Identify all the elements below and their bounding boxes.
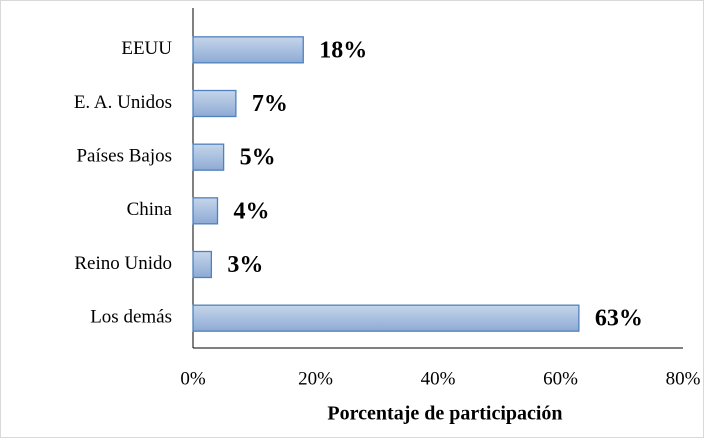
y-tick-label: Países Bajos	[76, 146, 172, 167]
x-tick-label: 20%	[298, 368, 333, 389]
bar	[192, 143, 225, 171]
data-label: 5%	[240, 145, 276, 171]
x-tick-label: 60%	[543, 368, 578, 389]
bar	[192, 197, 219, 225]
y-tick-label: E. A. Unidos	[74, 92, 172, 113]
y-tick-label: Reino Unido	[74, 253, 172, 274]
data-label: 18%	[319, 37, 367, 63]
x-axis-title: Porcentaje de participación	[327, 403, 562, 425]
x-tick-label: 80%	[666, 368, 701, 389]
data-label: 4%	[234, 198, 270, 224]
bar	[192, 89, 237, 118]
data-label: 7%	[252, 91, 288, 117]
bar	[192, 304, 580, 332]
x-tick-label: 0%	[180, 368, 206, 389]
x-tick-label: 40%	[421, 368, 456, 389]
data-label: 3%	[227, 252, 263, 278]
y-tick-label: Los demás	[90, 307, 172, 328]
data-label: 63%	[595, 306, 643, 332]
y-tick-label: China	[127, 199, 173, 220]
y-tick-label: EEUU	[121, 38, 172, 59]
bar	[192, 250, 213, 279]
bar	[192, 36, 304, 64]
